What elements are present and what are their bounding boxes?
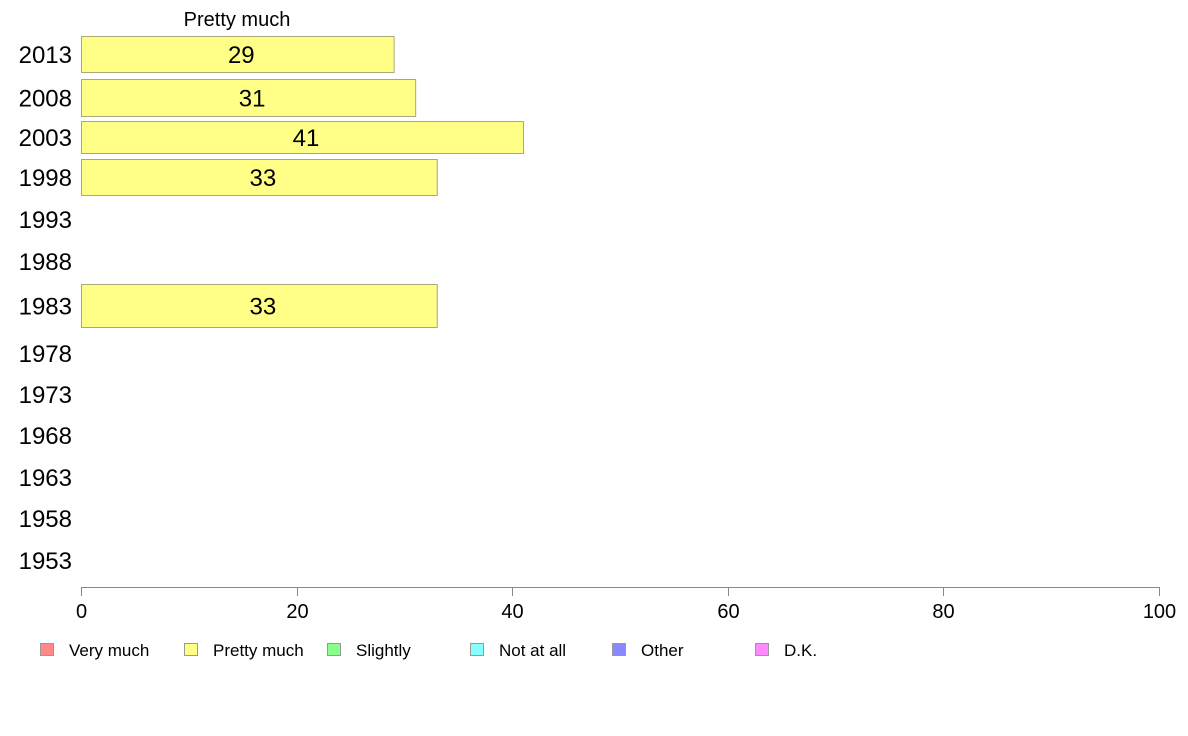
legend-swatch bbox=[327, 643, 341, 656]
year-label: 1958 bbox=[19, 506, 72, 533]
legend-label: D.K. bbox=[784, 641, 817, 660]
year-label: 2013 bbox=[19, 42, 72, 69]
year-label: 1993 bbox=[19, 207, 72, 234]
x-tick-label: 20 bbox=[286, 601, 308, 623]
x-tick-label: 60 bbox=[717, 601, 739, 623]
legend-label: Slightly bbox=[356, 641, 411, 660]
bar bbox=[81, 159, 438, 196]
bar bbox=[81, 121, 524, 154]
bar-value-label: 31 bbox=[239, 86, 266, 113]
x-tick-label: 80 bbox=[932, 601, 954, 623]
legend-label: Very much bbox=[69, 641, 149, 660]
x-axis: 0 20 40 60 80 100 bbox=[76, 587, 1176, 623]
year-label: 2008 bbox=[19, 86, 72, 113]
series-title: Pretty much bbox=[184, 9, 291, 31]
bar-value-label: 33 bbox=[250, 294, 277, 321]
bar-value-label: 33 bbox=[250, 165, 277, 192]
legend-label: Other bbox=[641, 641, 684, 660]
bar-value-label: 41 bbox=[293, 125, 320, 152]
bar bbox=[81, 36, 395, 73]
legend-swatch bbox=[612, 643, 626, 656]
bar bbox=[81, 284, 438, 328]
year-label: 1988 bbox=[19, 249, 72, 276]
year-label: 1998 bbox=[19, 165, 72, 192]
year-label: 1983 bbox=[19, 294, 72, 321]
x-tick-label: 40 bbox=[501, 601, 523, 623]
legend-swatch bbox=[40, 643, 54, 656]
legend-label: Pretty much bbox=[213, 641, 304, 660]
year-label: 1978 bbox=[19, 341, 72, 368]
year-label: 2003 bbox=[19, 125, 72, 152]
legend-label: Not at all bbox=[499, 641, 566, 660]
legend-swatch bbox=[755, 643, 769, 656]
legend-swatch bbox=[184, 643, 198, 656]
year-label: 1968 bbox=[19, 423, 72, 450]
year-label: 1963 bbox=[19, 465, 72, 492]
x-tick-label: 100 bbox=[1143, 601, 1176, 623]
legend-swatch bbox=[470, 643, 484, 656]
bar bbox=[81, 79, 417, 117]
legend: Very much Pretty much Slightly Not at all Ot… bbox=[40, 641, 817, 660]
chart-rows: 2013 29 2008 31 2003 41 1998 33 1993 1988 1983 33 19… bbox=[19, 36, 524, 575]
x-tick-label: 0 bbox=[76, 601, 87, 623]
year-label: 1953 bbox=[19, 548, 72, 575]
year-label: 1973 bbox=[19, 382, 72, 409]
bar-value-label: 29 bbox=[228, 42, 255, 69]
